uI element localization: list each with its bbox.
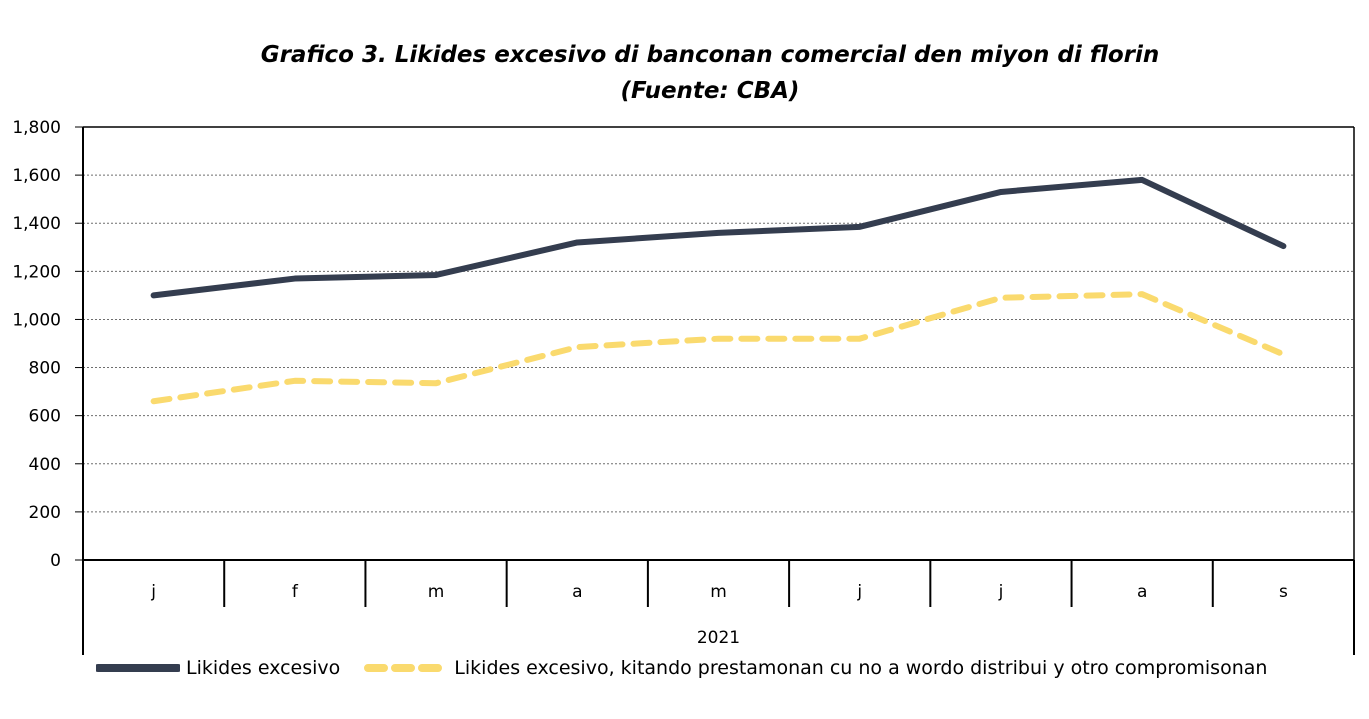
- y-tick-label: 1,200: [12, 262, 61, 282]
- plot-frame: [82, 126, 1355, 655]
- series-line-2: [150, 291, 1287, 405]
- y-tick-label: 0: [50, 551, 61, 571]
- legend-label-series1: Likides excesivo: [186, 657, 341, 679]
- y-tick-label: 600: [29, 407, 61, 427]
- legend-label-series2: Likides excesivo, kitando prestamonan cu…: [454, 657, 1268, 679]
- x-tick-label: a: [1137, 582, 1147, 602]
- grid-lines: [83, 174, 1354, 513]
- x-tick-label: a: [572, 582, 582, 602]
- y-tick-label: 400: [29, 455, 61, 475]
- chart-subtitle: (Fuente: CBA): [620, 78, 800, 104]
- x-tick-label: m: [710, 582, 727, 602]
- x-tick-label: s: [1279, 582, 1288, 602]
- y-tick-label: 1,000: [12, 310, 61, 330]
- x-tick-label: m: [428, 582, 445, 602]
- legend-swatch-series1: [96, 664, 180, 672]
- x-axis: j f m a m j j a s 2021: [150, 560, 1288, 648]
- chart-title: Grafico 3. Likides excesivo di banconan …: [260, 42, 1160, 68]
- series-lines: [150, 176, 1287, 405]
- x-tick-label: j: [998, 582, 1004, 602]
- legend-swatch-series2: [364, 664, 449, 672]
- y-tick-label: 800: [29, 359, 61, 379]
- x-group-label: 2021: [697, 628, 740, 648]
- x-tick-label: j: [856, 582, 862, 602]
- series-line-1: [150, 176, 1287, 299]
- y-axis-ticks: 0 200 400 600 800 1,000 1,200 1,400 1,600 1,800: [12, 118, 83, 571]
- y-tick-label: 1,800: [12, 118, 61, 138]
- legend-item-series2: Likides excesivo, kitando prestamonan cu…: [364, 655, 1267, 681]
- y-tick-label: 1,400: [12, 214, 61, 234]
- legend-item-series1: Likides excesivo: [96, 655, 340, 681]
- legend: Likides excesivo Likides excesivo, kitan…: [96, 655, 1267, 681]
- y-tick-label: 1,600: [12, 166, 61, 186]
- x-tick-label: j: [150, 582, 156, 602]
- y-tick-label: 200: [29, 503, 61, 523]
- x-tick-label: f: [292, 582, 299, 602]
